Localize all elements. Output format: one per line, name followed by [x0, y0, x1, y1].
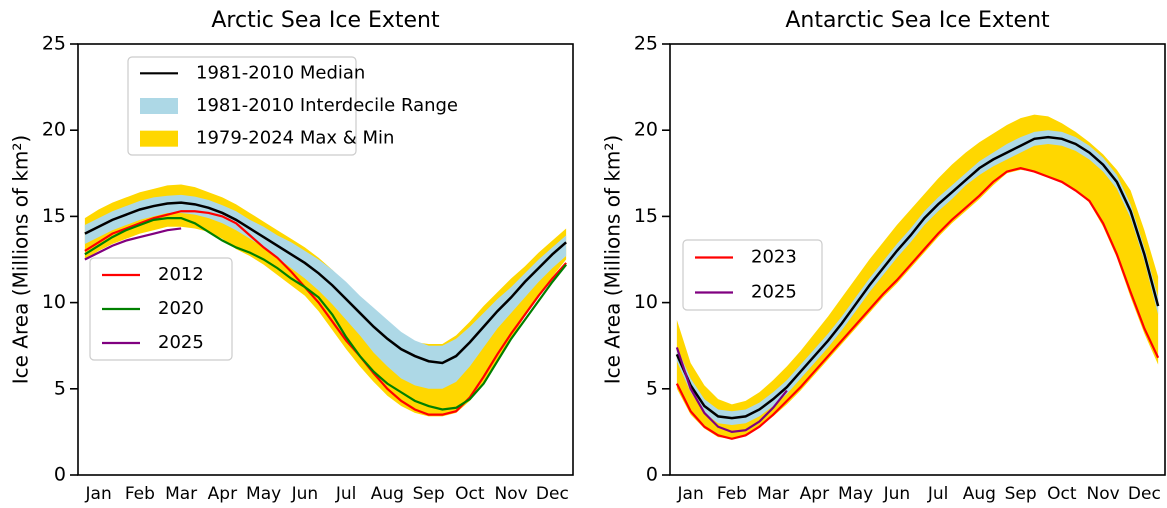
- plot-frame: [77, 43, 574, 476]
- y-tick-label: 25: [634, 33, 658, 55]
- legend-box: [89, 257, 233, 361]
- y-axis-label: Ice Area (Millions of km²): [9, 135, 33, 384]
- x-tick-label: Oct: [455, 484, 485, 504]
- x-tick-label: Nov: [1087, 484, 1120, 504]
- chart-title: Antarctic Sea Ice Extent: [785, 8, 1050, 33]
- x-tick-label: Dec: [1128, 484, 1161, 504]
- y-axis-label: Ice Area (Millions of km²): [601, 135, 625, 384]
- range-band: [84, 194, 567, 389]
- x-tick-label: Jun: [291, 484, 319, 504]
- y-tick-label: 20: [42, 119, 66, 141]
- x-tick-label: Aug: [371, 484, 404, 504]
- series-line: [84, 217, 567, 411]
- legend-label: 1981-2010 Interdecile Range: [196, 95, 458, 116]
- legend-label: 2020: [158, 298, 204, 319]
- x-tick-label: May: [246, 484, 281, 504]
- legend-label: 2012: [158, 264, 204, 285]
- plot-frame: [669, 43, 1166, 476]
- x-tick-label: Dec: [536, 484, 569, 504]
- x-tick-label: Jul: [927, 484, 949, 504]
- x-tick-label: Jul: [335, 484, 357, 504]
- series-line: [84, 210, 567, 416]
- x-tick-label: Feb: [125, 484, 155, 504]
- x-tick-label: Jan: [677, 484, 704, 504]
- x-tick-label: Mar: [757, 484, 789, 504]
- chart-title: Arctic Sea Ice Extent: [211, 8, 440, 33]
- median-line: [84, 201, 567, 365]
- y-tick-label: 0: [54, 464, 66, 486]
- median-line: [675, 135, 1160, 420]
- y-tick-label: 25: [42, 33, 66, 55]
- legend-box: [127, 56, 357, 156]
- series-line: [675, 347, 788, 434]
- series-line: [675, 166, 1160, 440]
- x-tick-label: Nov: [495, 484, 528, 504]
- x-tick-label: Feb: [717, 484, 747, 504]
- x-tick-label: Mar: [165, 484, 197, 504]
- x-tick-label: Jun: [883, 484, 911, 504]
- x-tick-label: Sep: [1005, 484, 1037, 504]
- x-tick-label: Apr: [208, 484, 237, 504]
- y-tick-label: 10: [634, 291, 658, 313]
- x-tick-label: May: [838, 484, 873, 504]
- x-tick-label: Aug: [963, 484, 996, 504]
- y-tick-label: 5: [646, 377, 658, 399]
- y-tick-label: 0: [646, 464, 658, 486]
- legend-label: 1981-2010 Median: [196, 62, 365, 83]
- legend-label: 2025: [158, 332, 204, 353]
- y-tick-label: 5: [54, 377, 66, 399]
- x-tick-label: Apr: [800, 484, 829, 504]
- y-tick-label: 15: [634, 205, 658, 227]
- y-tick-label: 20: [634, 119, 658, 141]
- x-tick-label: Sep: [413, 484, 445, 504]
- y-tick-label: 15: [42, 205, 66, 227]
- y-tick-label: 10: [42, 291, 66, 313]
- legend-swatch: [140, 98, 178, 114]
- series-line: [84, 227, 182, 261]
- legend-label: 2025: [751, 282, 797, 303]
- legend-swatch: [140, 130, 178, 147]
- x-tick-label: Jan: [85, 484, 112, 504]
- legend-label: 1979-2024 Max & Min: [196, 128, 394, 149]
- range-band: [676, 114, 1159, 439]
- x-tick-label: Oct: [1047, 484, 1077, 504]
- legend-label: 2023: [751, 247, 797, 268]
